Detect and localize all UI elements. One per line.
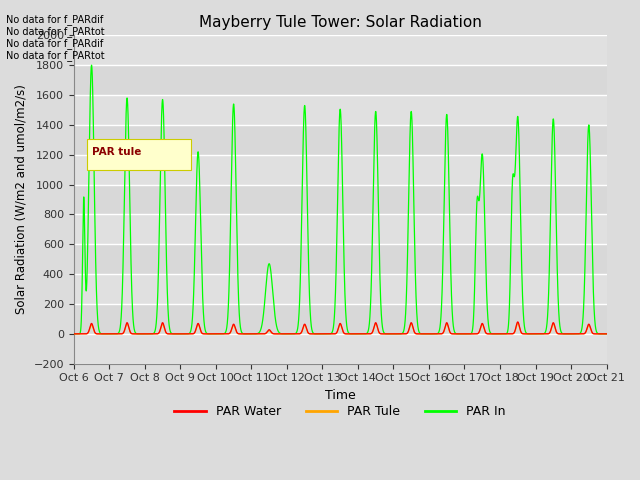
Text: No data for f_PARdif: No data for f_PARdif bbox=[6, 38, 104, 49]
Text: No data for f_PARdif: No data for f_PARdif bbox=[6, 14, 104, 25]
Text: No data for f_PARtot: No data for f_PARtot bbox=[6, 26, 105, 37]
Text: PAR tule: PAR tule bbox=[92, 147, 142, 157]
Bar bbox=[74, 244, 607, 274]
Bar bbox=[74, 36, 607, 65]
Legend: PAR Water, PAR Tule, PAR In: PAR Water, PAR Tule, PAR In bbox=[170, 400, 511, 423]
Bar bbox=[74, 65, 607, 95]
Bar bbox=[74, 274, 607, 304]
Bar bbox=[74, 215, 607, 244]
Bar bbox=[74, 304, 607, 334]
FancyBboxPatch shape bbox=[87, 139, 191, 170]
Bar bbox=[74, 185, 607, 215]
Bar bbox=[74, 334, 607, 364]
Title: Mayberry Tule Tower: Solar Radiation: Mayberry Tule Tower: Solar Radiation bbox=[199, 15, 482, 30]
Text: No data for f_PARtot: No data for f_PARtot bbox=[6, 50, 105, 61]
Y-axis label: Solar Radiation (W/m2 and umol/m2/s): Solar Radiation (W/m2 and umol/m2/s) bbox=[15, 84, 28, 314]
X-axis label: Time: Time bbox=[324, 389, 356, 402]
Bar bbox=[74, 155, 607, 185]
Bar bbox=[74, 95, 607, 125]
Bar bbox=[74, 125, 607, 155]
